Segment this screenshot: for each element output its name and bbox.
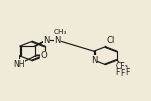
Text: F: F (116, 68, 120, 77)
Text: N: N (91, 56, 97, 65)
Text: CH₃: CH₃ (54, 29, 67, 35)
Text: N: N (55, 36, 61, 45)
Text: O: O (40, 51, 47, 60)
Text: NH: NH (13, 59, 25, 69)
Text: F: F (125, 68, 129, 77)
Text: F: F (120, 69, 125, 78)
Text: CF₃: CF₃ (116, 62, 129, 71)
Text: Cl: Cl (107, 36, 115, 45)
Text: N: N (43, 36, 50, 45)
